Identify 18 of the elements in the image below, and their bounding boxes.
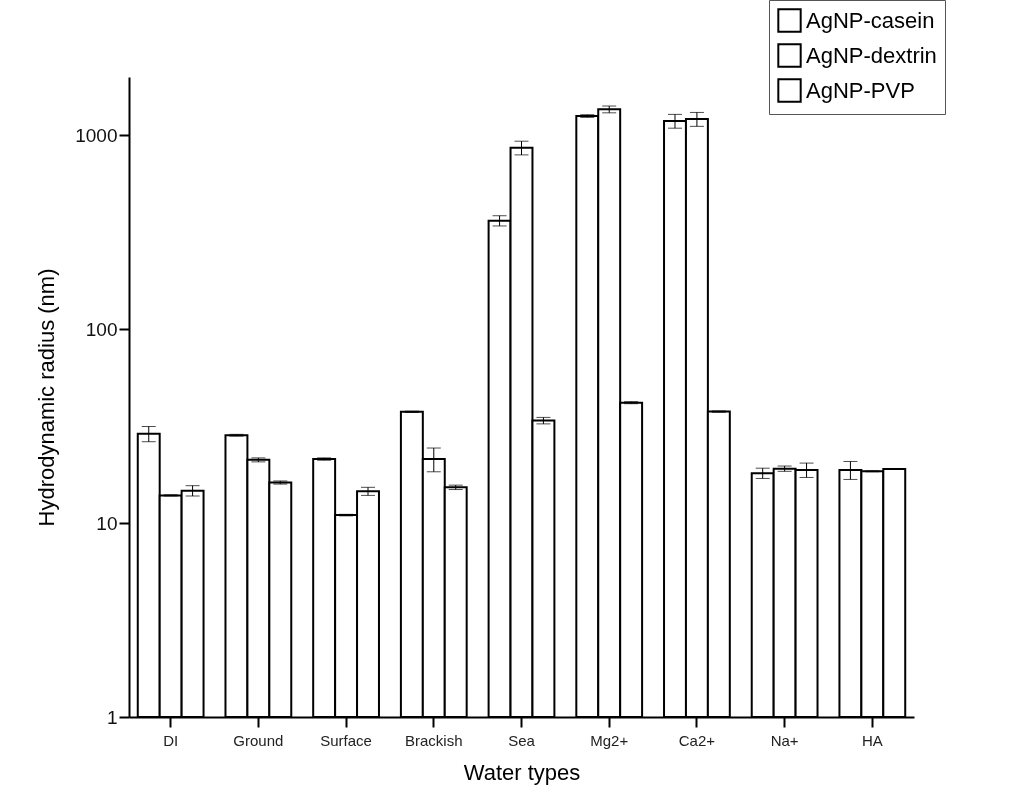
y-tick-label: 10	[96, 512, 118, 534]
y-tick-label: 1000	[75, 124, 118, 146]
y-tick-label: 100	[85, 318, 118, 340]
x-tick-label: Na+	[770, 731, 799, 749]
x-tick-label: Mg2+	[590, 731, 629, 749]
y-tick-label: 1	[106, 706, 118, 728]
legend-label: AgNP-dextrin	[806, 42, 937, 68]
x-tick-label: HA	[861, 731, 883, 749]
x-tick-label: Ground	[233, 731, 284, 749]
x-tick-label: Brackish	[405, 731, 463, 749]
x-tick-label: Sea	[508, 731, 536, 749]
x-axis-title: Water types	[463, 759, 581, 785]
legend-label: AgNP-PVP	[806, 77, 915, 103]
x-tick-label: DI	[163, 731, 179, 749]
legend-label: AgNP-casein	[806, 7, 935, 33]
x-tick-label: Ca2+	[678, 731, 716, 749]
y-axis-title: Hydrodynamic radius (nm)	[34, 268, 60, 527]
x-tick-label: Surface	[320, 731, 372, 749]
